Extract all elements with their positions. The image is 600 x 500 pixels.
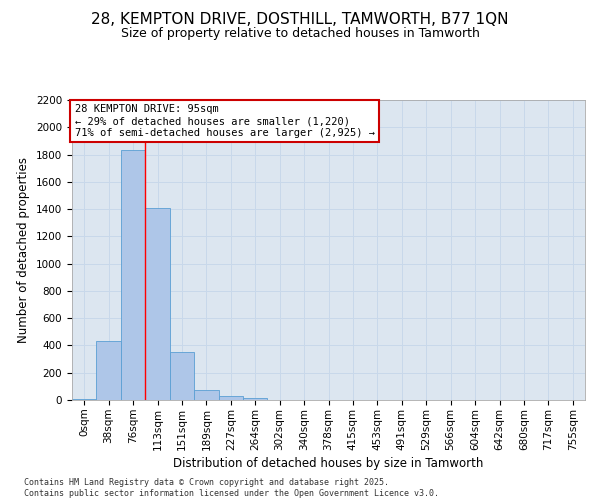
Bar — [170, 352, 194, 400]
Bar — [121, 150, 145, 400]
Bar — [194, 390, 218, 400]
Text: Contains HM Land Registry data © Crown copyright and database right 2025.
Contai: Contains HM Land Registry data © Crown c… — [24, 478, 439, 498]
Bar — [145, 208, 170, 400]
Bar — [243, 398, 268, 400]
Bar — [72, 398, 97, 400]
Bar — [218, 396, 243, 400]
Y-axis label: Number of detached properties: Number of detached properties — [17, 157, 31, 343]
Text: Size of property relative to detached houses in Tamworth: Size of property relative to detached ho… — [121, 28, 479, 40]
Text: 28, KEMPTON DRIVE, DOSTHILL, TAMWORTH, B77 1QN: 28, KEMPTON DRIVE, DOSTHILL, TAMWORTH, B… — [91, 12, 509, 28]
Bar — [97, 342, 121, 400]
X-axis label: Distribution of detached houses by size in Tamworth: Distribution of detached houses by size … — [173, 456, 484, 469]
Text: 28 KEMPTON DRIVE: 95sqm
← 29% of detached houses are smaller (1,220)
71% of semi: 28 KEMPTON DRIVE: 95sqm ← 29% of detache… — [74, 104, 374, 138]
